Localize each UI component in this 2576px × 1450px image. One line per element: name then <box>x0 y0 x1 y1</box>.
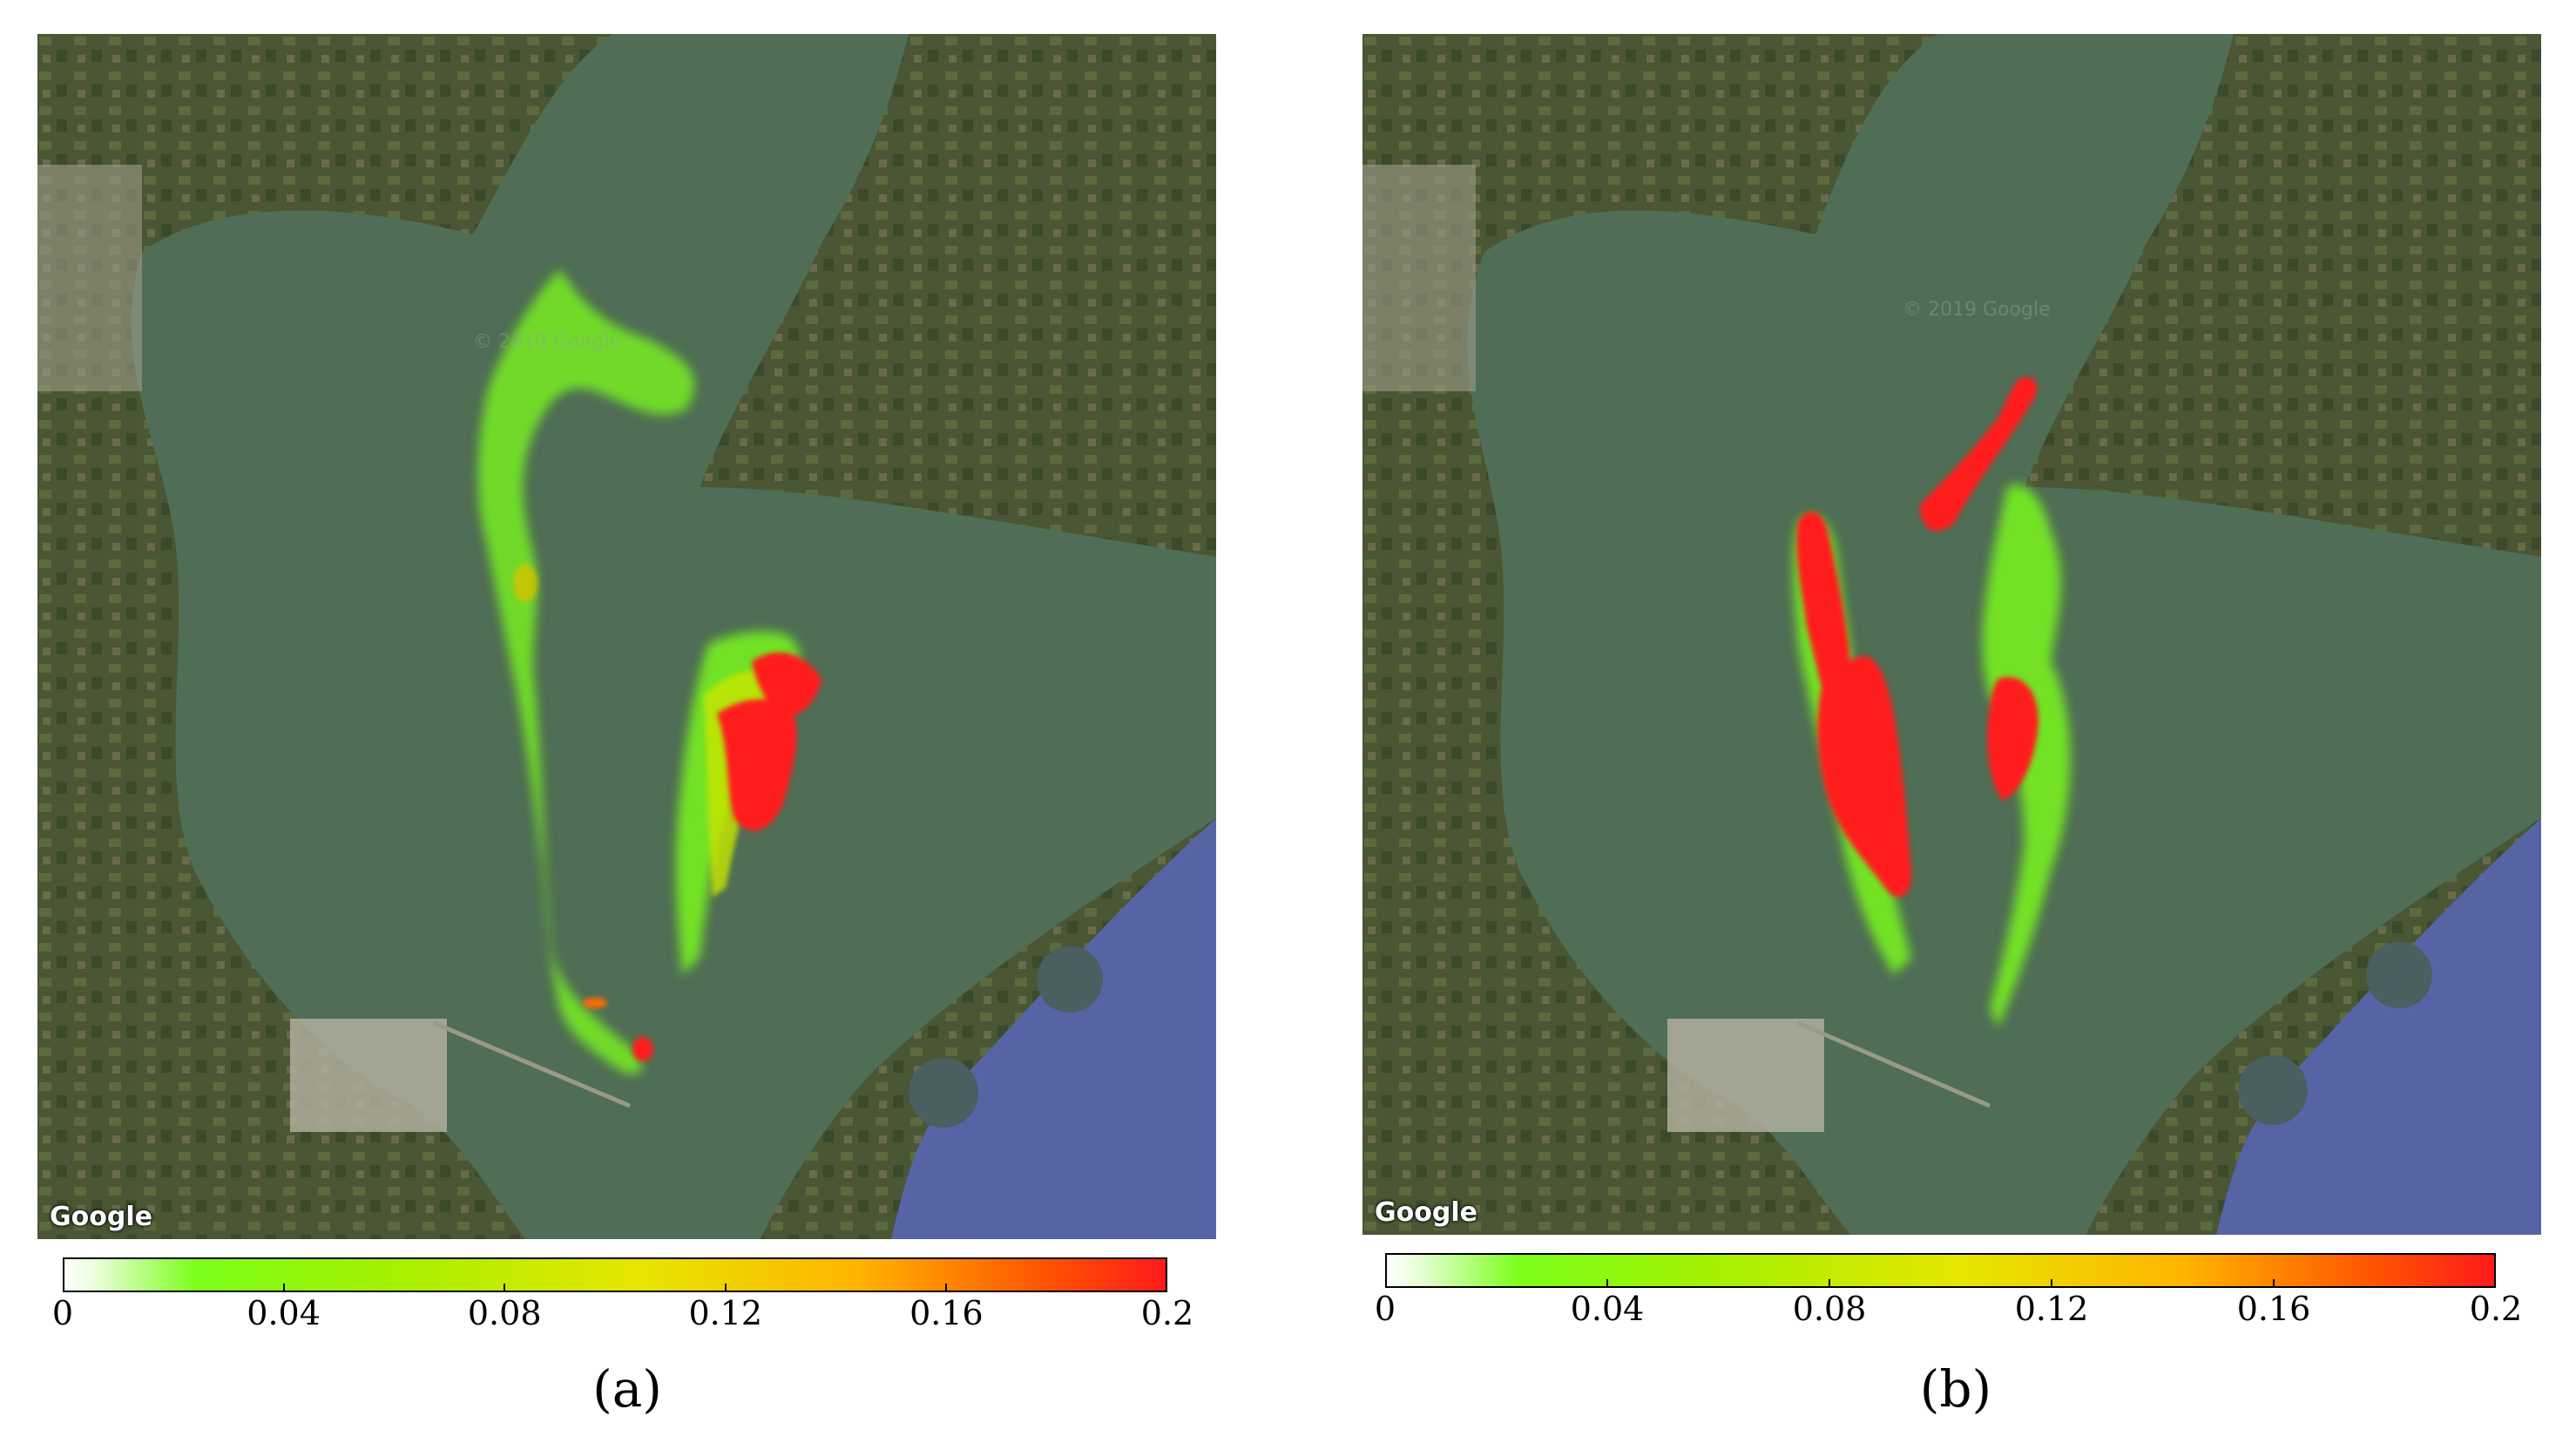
city-area <box>37 165 142 391</box>
gulf-water <box>2216 818 2541 1235</box>
colorbar-tick <box>724 1284 727 1291</box>
satellite-map-a: © 2019 Google <box>37 34 1216 1239</box>
colorbar-tick-label: 0 <box>51 1294 74 1332</box>
google-attribution: Google <box>50 1202 152 1232</box>
colorbar-tick <box>2051 1279 2052 1286</box>
bay-water <box>131 34 1216 1239</box>
map-watermark: © 2019 Google <box>1903 299 2051 321</box>
gulf-water <box>891 818 1216 1239</box>
colorbar-tick <box>1829 1279 1830 1286</box>
google-attribution: Google <box>1375 1197 1477 1228</box>
colorbar-tick <box>2273 1279 2275 1286</box>
colorbar-tick <box>504 1284 506 1291</box>
shadow-circle <box>909 1058 978 1128</box>
map-panel-a: © 2019 Google Google <box>37 34 1216 1239</box>
colorbar-tick-label: 0.08 <box>1792 1290 1867 1328</box>
colorbar-tick-label: 0.04 <box>1570 1290 1645 1328</box>
colorbar-tick-label: 0.16 <box>909 1294 984 1332</box>
colorbar-tick-label: 0 <box>1374 1290 1396 1328</box>
map-watermark: © 2019 Google <box>473 331 621 353</box>
shadow-circle <box>2366 942 2432 1008</box>
panel-label-b: (b) <box>1919 1359 1992 1419</box>
jetty <box>433 1020 631 1108</box>
colorbar-a <box>63 1257 1167 1292</box>
panel-label-a: (a) <box>592 1359 662 1419</box>
colorbar-tick-label: 0.2 <box>1140 1294 1194 1332</box>
satellite-map-b: © 2019 Google <box>1362 34 2541 1235</box>
plume-high <box>583 652 821 1061</box>
colorbar-tick <box>1606 1279 1608 1286</box>
colorbar-tick-label: 0.04 <box>247 1294 321 1332</box>
city-area <box>1667 1019 1824 1132</box>
colorbar-tick <box>945 1284 948 1291</box>
shadow-circle <box>1037 946 1103 1013</box>
colorbar-b <box>1385 1253 2496 1288</box>
colorbar-tick-label: 0.2 <box>2469 1290 2523 1328</box>
colorbar-tick-label: 0.12 <box>2014 1290 2089 1328</box>
jetty <box>1797 1020 1991 1108</box>
colorbar-tick <box>282 1284 285 1291</box>
colorbar-tick-label: 0.16 <box>2236 1290 2311 1328</box>
colorbar-tick-label: 0.12 <box>688 1294 763 1332</box>
map-panel-b: © 2019 Google Google <box>1362 34 2541 1235</box>
colorbar-tick-label: 0.08 <box>467 1294 542 1332</box>
city-area <box>290 1019 447 1132</box>
shadow-circle <box>2238 1055 2308 1125</box>
plume-high <box>1796 376 2038 898</box>
city-area <box>1362 165 1476 391</box>
